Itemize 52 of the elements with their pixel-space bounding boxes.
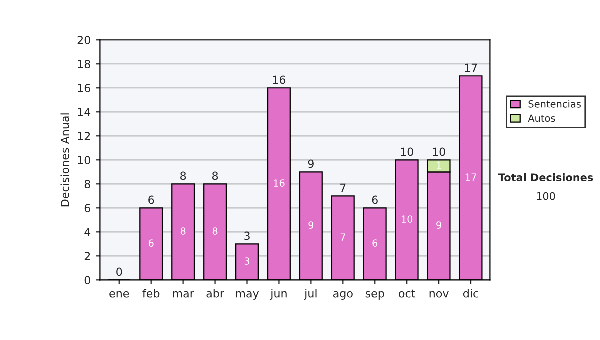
data-label: 8 [180,228,186,235]
y-tick-label: 12 [78,132,90,140]
x-tick-label: feb [142,289,160,298]
y-tick-label: 14 [78,108,91,116]
x-tick-label: nov [430,291,449,298]
x-tick-label: mar [173,291,194,298]
y-tick-label: 6 [84,204,90,213]
data-label: 8 [212,228,218,235]
total-label: 9 [308,160,314,168]
total-label: 7 [340,184,346,192]
text: 100 [537,192,556,200]
data-label: 3 [244,258,250,265]
total-label: 0 [116,268,122,276]
x-tick-label: jun [270,289,287,300]
x-tick-label: oct [399,290,416,298]
total-label: 8 [180,172,186,180]
y-tick-label: 0 [84,276,90,285]
x-tick-label: may [236,291,260,300]
data-label: 6 [148,240,154,247]
x-tick-label: jul [304,289,317,300]
y-tick-label: 16 [78,84,90,93]
x-tick-label: sep [366,291,384,300]
data-label: 1 [437,162,442,169]
x-tick-label: ago [333,291,353,300]
y-tick-label: 4 [84,228,91,236]
y-tick-label: 20 [78,36,90,44]
data-label: 10 [402,216,413,223]
total-label: 6 [148,196,154,204]
data-label: 17 [466,174,476,181]
x-tick-label: dic [464,289,478,298]
total-label: 6 [372,196,378,204]
x-tick-label: abr [206,289,224,298]
total-label: 10 [401,148,414,156]
data-label: 16 [274,180,285,187]
x-tick-label: ene [110,291,130,298]
legend-label: Autos [528,114,556,122]
data-label: 9 [308,222,314,229]
legend-label: Sentencias [528,100,582,108]
total-label: 8 [212,172,218,180]
y-tick-label: 10 [78,156,90,165]
total-label: 17 [465,64,478,72]
total-label: 10 [433,148,446,156]
data-label: 9 [436,222,442,229]
y-tick-label: 8 [84,180,90,189]
text: Total Decisiones [498,173,594,182]
total-label: 3 [244,232,250,240]
y-tick-label: 2 [84,252,90,260]
total-label: 16 [273,76,286,84]
y-tick-label: 18 [78,60,90,69]
data-label: 6 [372,240,378,247]
y-axis-title: Decisiones Anual [60,114,70,207]
data-label: 7 [340,234,346,241]
